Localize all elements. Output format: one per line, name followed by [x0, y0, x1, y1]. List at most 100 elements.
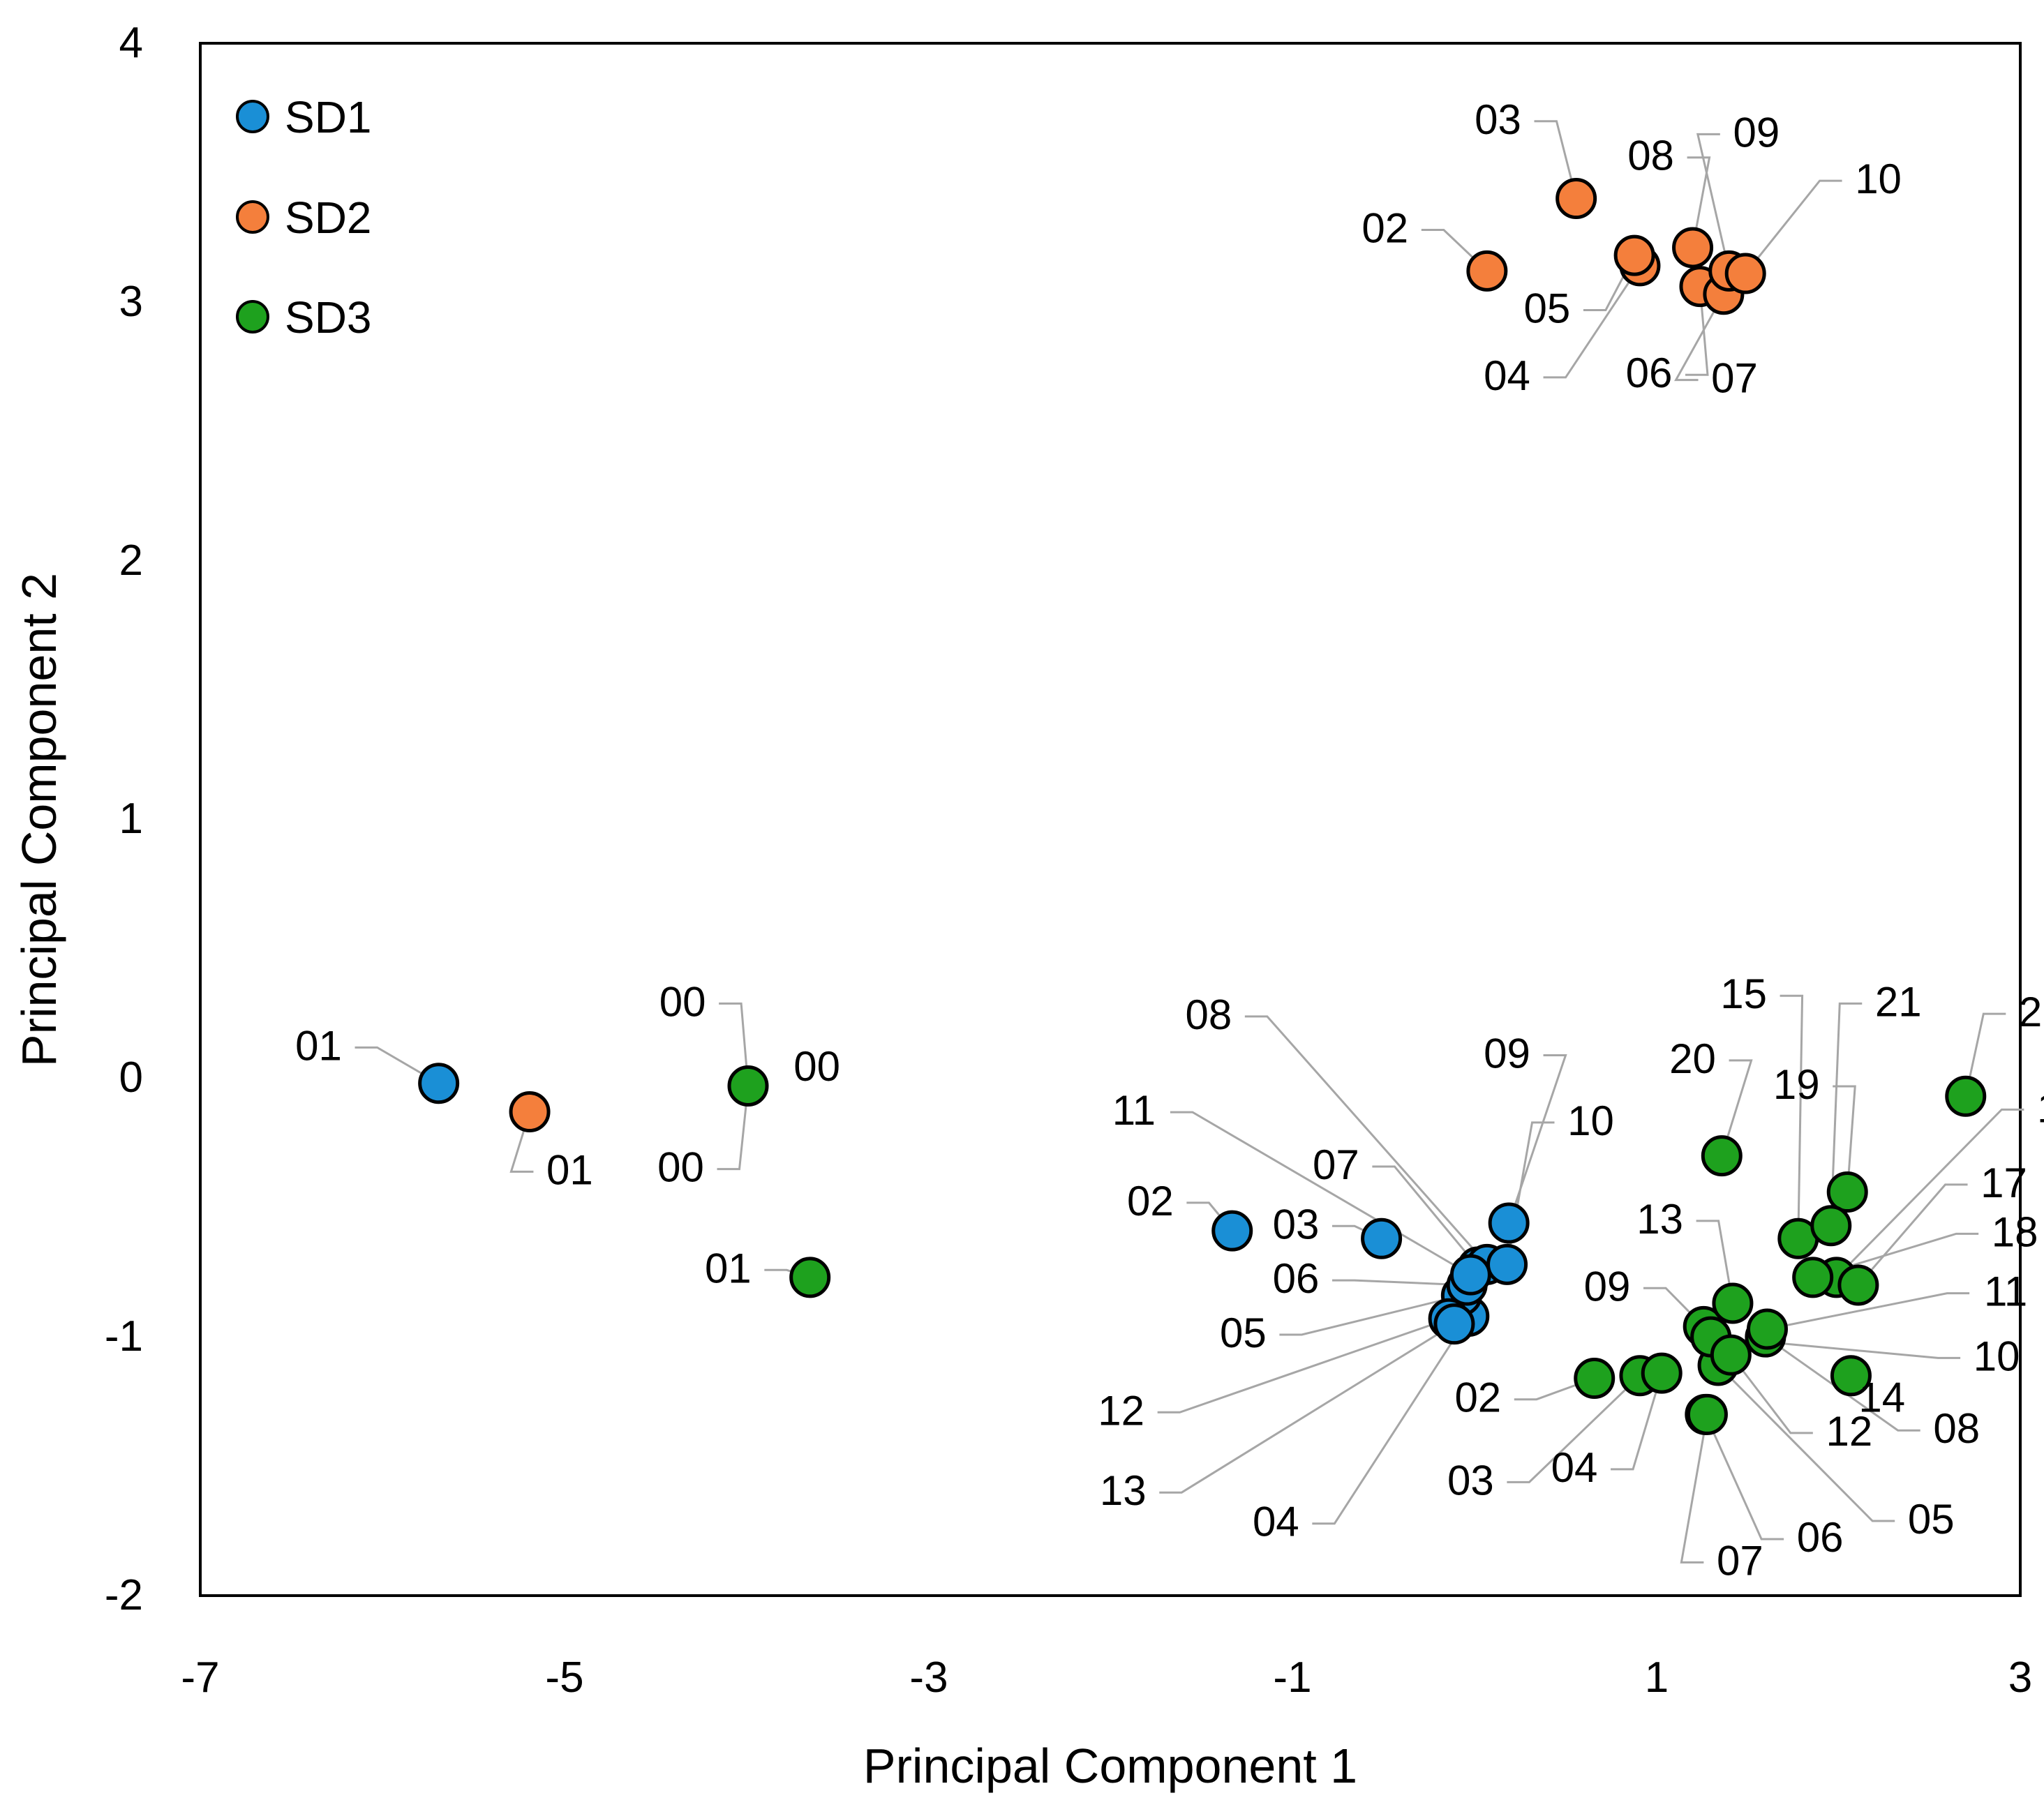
leader-line-sd3-07 [1680, 1414, 1708, 1564]
point-label-sd3-17: 17 [1980, 1160, 2027, 1206]
leader-line-sd3-05 [1717, 1364, 1895, 1522]
data-point-sd3-14 [1830, 1355, 1872, 1397]
point-label-sd1-07: 07 [1313, 1141, 1359, 1188]
data-point-sd3-13 [1712, 1282, 1754, 1324]
leader-line-sd1-01 [355, 1046, 440, 1085]
leader-line-sd3-04 [1611, 1372, 1663, 1471]
point-label-sd1-01: 01 [295, 1022, 342, 1069]
point-label-sd1-06: 06 [1273, 1255, 1320, 1302]
legend-label-sd2: SD2 [285, 193, 372, 243]
data-point-sd3-02 [1574, 1358, 1616, 1399]
data-point-sd2-03 [1556, 178, 1597, 219]
data-point-sd3-00 [727, 1065, 769, 1107]
point-label-sd2-05: 05 [1524, 285, 1571, 332]
point-label-sd3-00: 00 [657, 1144, 704, 1191]
leader-line-sd3-20 [1720, 1059, 1753, 1157]
point-label-sd3-14: 14 [1858, 1374, 1905, 1421]
leader-line-sd2-01 [509, 1111, 534, 1173]
point-label-sd3-01: 01 [705, 1245, 752, 1291]
leader-line-sd1-10 [1506, 1121, 1555, 1265]
leader-line-sd1-12 [1157, 1317, 1449, 1414]
legend-marker-sd1 [236, 100, 269, 133]
point-label-sd1-08: 08 [1185, 991, 1232, 1038]
leader-line-sd3-08 [1765, 1335, 1920, 1432]
y-tick-label: -1 [105, 1312, 143, 1360]
leader-line-sd3-22 [1964, 1012, 2006, 1097]
point-label-sd1-03: 03 [1273, 1201, 1320, 1247]
data-point-sd1-09 [1488, 1202, 1530, 1244]
data-point-sd2-10 [1724, 253, 1766, 294]
leader-line-sd3-00 [717, 1086, 749, 1171]
legend-label-sd1: SD1 [285, 92, 372, 142]
y-tick-label: 2 [119, 537, 143, 585]
y-axis-ticks: -2 -1 0 1 2 3 4 [105, 19, 143, 1619]
x-tick-label: 3 [2008, 1654, 2032, 1702]
point-label-sd3-07: 07 [1717, 1537, 1763, 1584]
point-label-sd3-16: 16 [2037, 1084, 2044, 1131]
data-point-sd3-20 [1701, 1135, 1743, 1177]
leader-line-sd2-09 [1696, 133, 1731, 271]
leader-line-sd2-08 [1687, 156, 1711, 248]
data-point-sd3-18 [1792, 1257, 1834, 1298]
point-label-sd1-11: 11 [1112, 1087, 1156, 1134]
point-label-sd3-20: 20 [1669, 1035, 1716, 1082]
leader-line-sd1-08 [1244, 1015, 1488, 1266]
point-label-sd3-08: 08 [1933, 1405, 1980, 1452]
data-point-sd1-13 [1433, 1303, 1475, 1345]
data-point-sd1-11 [1449, 1254, 1491, 1296]
x-tick-label: -7 [181, 1654, 219, 1702]
plot-frame [199, 42, 2022, 1597]
data-point-sd3-21 [1810, 1205, 1852, 1247]
x-tick-label: -1 [1273, 1654, 1311, 1702]
y-tick-label: 3 [119, 278, 143, 326]
data-point-sd1-02 [1211, 1210, 1253, 1252]
point-label-sd2-02: 02 [1362, 205, 1408, 252]
point-label-sd3-09: 09 [1584, 1263, 1631, 1310]
point-label-sd3-06: 06 [1797, 1514, 1844, 1561]
x-axis-title: Principal Component 1 [863, 1739, 1357, 1793]
point-label-sd2-04: 04 [1484, 352, 1530, 399]
legend-marker-sd3 [236, 300, 269, 333]
point-label-sd3-00: 00 [659, 978, 706, 1025]
leader-line-sd1-05 [1279, 1294, 1462, 1336]
data-point-sd3-19 [1826, 1171, 1868, 1213]
point-label-sd1-05: 05 [1220, 1310, 1267, 1356]
point-label-sd3-18: 18 [1992, 1208, 2038, 1255]
leader-line-sd1-13 [1159, 1323, 1455, 1494]
point-label-sd1-04: 04 [1253, 1499, 1299, 1545]
leader-line-sd3-10 [1710, 1335, 1961, 1359]
x-tick-label: 1 [1645, 1654, 1669, 1702]
data-point-sd3-17 [1837, 1264, 1879, 1306]
y-tick-label: -2 [105, 1571, 143, 1619]
leader-line-sd2-06 [1685, 286, 1709, 376]
leader-line-sd1-04 [1312, 1315, 1470, 1525]
leader-line-sd3-21 [1830, 1002, 1863, 1226]
point-label-sd3-19: 19 [1773, 1061, 1820, 1108]
point-label-sd2-10: 10 [1855, 156, 1902, 202]
point-label-sd1-10: 10 [1567, 1097, 1614, 1144]
leader-line-sd1-09 [1507, 1054, 1567, 1224]
leader-line-sd1-11 [1170, 1111, 1472, 1276]
leader-line-sd3-03 [1507, 1374, 1641, 1483]
data-point-sd1-10 [1486, 1243, 1528, 1285]
point-label-sd3-11: 11 [1984, 1268, 2027, 1315]
point-label-sd2-07: 07 [1711, 355, 1758, 402]
y-tick-label: 1 [119, 795, 143, 843]
point-label-sd3-03: 03 [1447, 1457, 1494, 1504]
leader-line-sd2-10 [1745, 179, 1842, 274]
data-point-sd3-01 [789, 1257, 831, 1298]
point-label-sd1-02: 02 [1127, 1178, 1174, 1224]
leader-line-sd3-18 [1812, 1232, 1979, 1279]
data-point-sd2-08 [1672, 227, 1714, 269]
leader-line-sd3-16 [1835, 1108, 2024, 1278]
point-label-sd3-12: 12 [1826, 1408, 1872, 1455]
data-point-sd3-07 [1686, 1393, 1728, 1435]
point-label-sd3-00: 00 [793, 1043, 840, 1090]
point-label-sd1-12: 12 [1098, 1387, 1144, 1434]
point-label-sd3-04: 04 [1551, 1444, 1598, 1491]
data-point-sd2-02 [1466, 250, 1508, 292]
leader-line-sd3-11 [1767, 1292, 1970, 1330]
leader-line-sd3-17 [1857, 1183, 1968, 1286]
